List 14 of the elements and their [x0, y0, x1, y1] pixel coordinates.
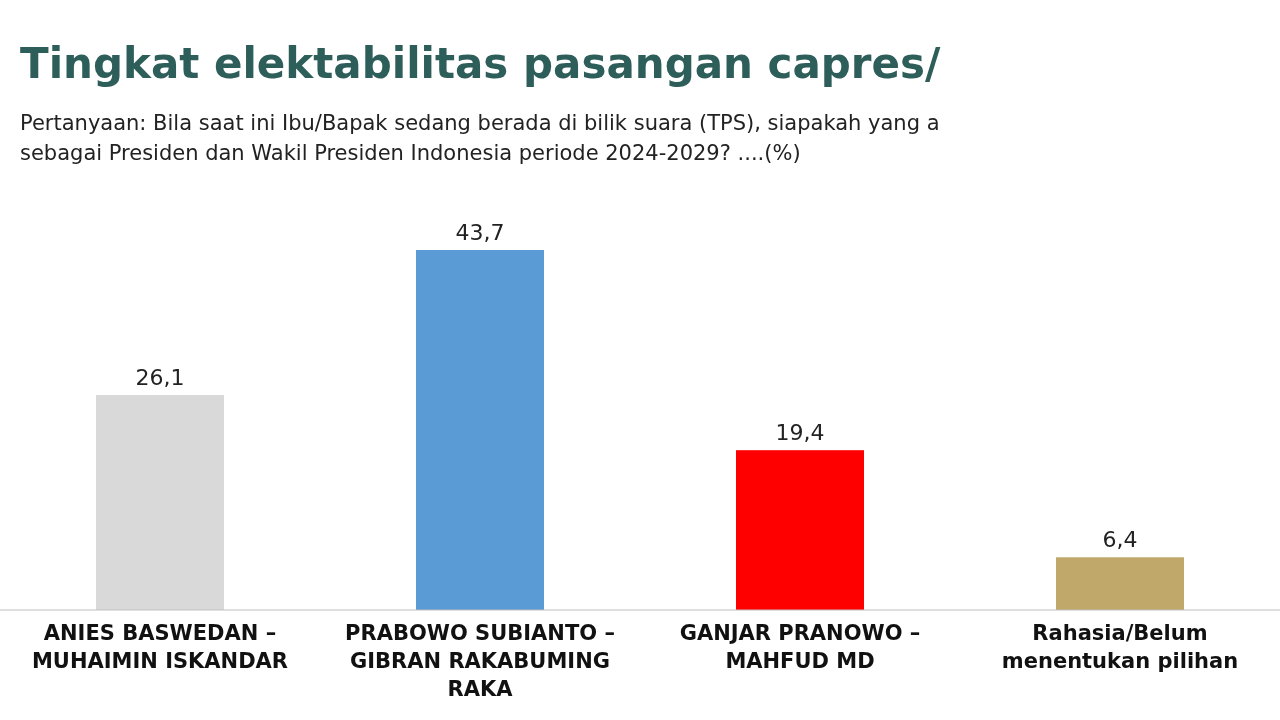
- data-label: 43,7: [455, 220, 505, 245]
- bar: [416, 250, 544, 610]
- chart-title: Tingkat elektabilitas pasangan capres/: [20, 39, 942, 88]
- data-label: 26,1: [135, 364, 185, 390]
- data-label: 19,4: [775, 420, 825, 446]
- x-tick-label: ANIES BASWEDAN – MUHAIMIN ISKANDAR: [31, 621, 289, 673]
- bar: [1056, 557, 1184, 610]
- bar: [736, 450, 864, 610]
- x-tick-label: PRABOWO SUBIANTO – GIBRAN RAKABUMING RAKA: [345, 621, 615, 701]
- data-label: 6,4: [1102, 527, 1138, 553]
- bar: [96, 394, 224, 610]
- chart-subtitle: Pertanyaan: Bila saat ini Ibu/Bapak sedang berada di bilik suara (TPS), siapakah yang a sebagai Presiden dan Wakil Presiden Indonesia periode 2024-2029? ....(%): [20, 111, 940, 165]
- x-tick-label: Rahasia/Belum menentukan pilihan: [1001, 621, 1239, 673]
- x-tick-label: GANJAR PRANOWO – MAHFUD MD: [679, 621, 921, 673]
